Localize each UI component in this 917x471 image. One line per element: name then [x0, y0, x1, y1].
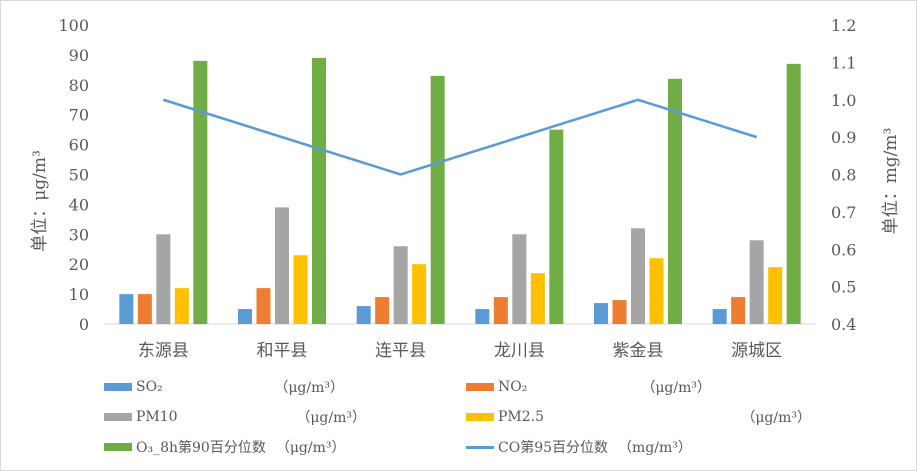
- y-left-tick-label: 90: [69, 46, 89, 65]
- bar-O₃_8h第90百分位数: [549, 129, 564, 324]
- y-right-tick-label: 0.5: [831, 278, 856, 297]
- y-right-tick-label: 1.2: [831, 16, 856, 35]
- y-right-tick-label: 0.9: [831, 128, 856, 147]
- bar-O₃_8h第90百分位数: [668, 78, 682, 324]
- legend-swatch: [466, 413, 494, 421]
- y-left-tick-label: 100: [58, 16, 89, 35]
- legend-unit: （mg/m³）: [618, 440, 692, 456]
- bar-SO₂: [475, 309, 490, 324]
- bar-PM2.5: [530, 273, 545, 324]
- legend-swatch: [466, 383, 494, 391]
- bar-SO₂: [356, 306, 371, 324]
- y-right-tick-label: 0.8: [831, 166, 856, 185]
- y-left-tick-label: 30: [69, 225, 89, 244]
- bar-PM2.5: [412, 264, 427, 324]
- legend-item: NO₂ （μg/m³）: [466, 377, 711, 397]
- x-tick-label: 龙川县: [494, 341, 545, 361]
- y-left-tick-label: 80: [69, 76, 89, 95]
- bar-O₃_8h第90百分位数: [786, 63, 801, 325]
- legend-item: PM10 （μg/m³）: [104, 407, 366, 427]
- y-left-tick-label: 10: [69, 285, 89, 304]
- bar-PM2.5: [174, 288, 189, 324]
- legend-unit: （μg/m³）: [296, 410, 366, 426]
- legend-swatch: [104, 443, 132, 451]
- y-right-label: 单位：mg/m³: [881, 128, 901, 235]
- legend-label: NO₂: [498, 379, 528, 395]
- legend-item: PM2.5 （μg/m³）: [466, 407, 811, 427]
- x-tick-label: 连平县: [375, 341, 426, 361]
- legend-label: SO₂: [136, 379, 163, 395]
- y-right-tick-label: 0.7: [831, 203, 856, 222]
- bar-PM2.5: [649, 258, 664, 324]
- y-left-tick-label: 50: [69, 166, 89, 185]
- y-left-tick-label: 20: [69, 255, 89, 274]
- legend-item: O₃_8h第90百分位数 （μg/m³）: [104, 437, 384, 457]
- bar-SO₂: [119, 294, 134, 324]
- bar-PM2.5: [293, 255, 308, 324]
- bar-O₃_8h第90百分位数: [312, 57, 326, 324]
- y-left-tick-label: 70: [69, 106, 89, 125]
- bar-NO₂: [137, 294, 152, 324]
- x-tick-label: 东源县: [138, 341, 189, 361]
- y-right-tick-label: 1.1: [831, 53, 856, 72]
- y-left-tick-label: 60: [69, 136, 89, 155]
- bar-NO₂: [612, 300, 627, 324]
- legend-label: CO第95百分位数: [498, 440, 609, 456]
- line-CO第95百分位数: [162, 98, 758, 176]
- bar-SO₂: [712, 309, 727, 324]
- bar-PM10: [749, 240, 764, 324]
- bar-NO₂: [375, 297, 390, 324]
- bar-PM10: [393, 246, 408, 324]
- legend-label: PM2.5: [498, 409, 545, 425]
- legend-swatch: [104, 413, 132, 421]
- x-tick-label: 源城区: [731, 341, 782, 361]
- bar-NO₂: [256, 288, 271, 324]
- legend-label: PM10: [136, 409, 178, 425]
- bar-PM10: [156, 234, 171, 324]
- legend-item: CO第95百分位数 （mg/m³）: [466, 437, 726, 457]
- bar-SO₂: [594, 303, 608, 324]
- y-right-tick-label: 0.6: [831, 240, 856, 259]
- legend-label: O₃_8h第90百分位数: [136, 440, 266, 456]
- bar-NO₂: [493, 297, 508, 324]
- x-tick-label: 紫金县: [613, 341, 664, 361]
- y-right-tick-label: 1.0: [831, 91, 856, 110]
- legend-unit: （μg/m³）: [641, 380, 711, 396]
- bar-PM10: [631, 228, 645, 324]
- bar-NO₂: [731, 297, 746, 324]
- legend-swatch: [104, 383, 132, 391]
- y-right-tick-label: 0.4: [831, 315, 856, 334]
- legend-unit: （μg/m³）: [275, 440, 346, 456]
- bar-SO₂: [238, 309, 252, 324]
- legend-unit: （μg/m³）: [741, 410, 811, 426]
- y-left-tick-label: 0: [79, 315, 89, 334]
- bar-PM10: [275, 207, 289, 324]
- y-left-tick-label: 40: [69, 195, 89, 214]
- bar-O₃_8h第90百分位数: [193, 60, 208, 324]
- bar-PM10: [512, 234, 527, 324]
- legend-unit: （μg/m³）: [274, 380, 344, 396]
- x-tick-label: 和平县: [257, 341, 308, 361]
- legend-swatch: [466, 445, 494, 449]
- y-left-label: 单位：μg/m³: [30, 150, 50, 252]
- legend-item: SO₂ （μg/m³）: [104, 377, 344, 397]
- bar-O₃_8h第90百分位数: [430, 75, 445, 324]
- bar-PM2.5: [768, 267, 783, 324]
